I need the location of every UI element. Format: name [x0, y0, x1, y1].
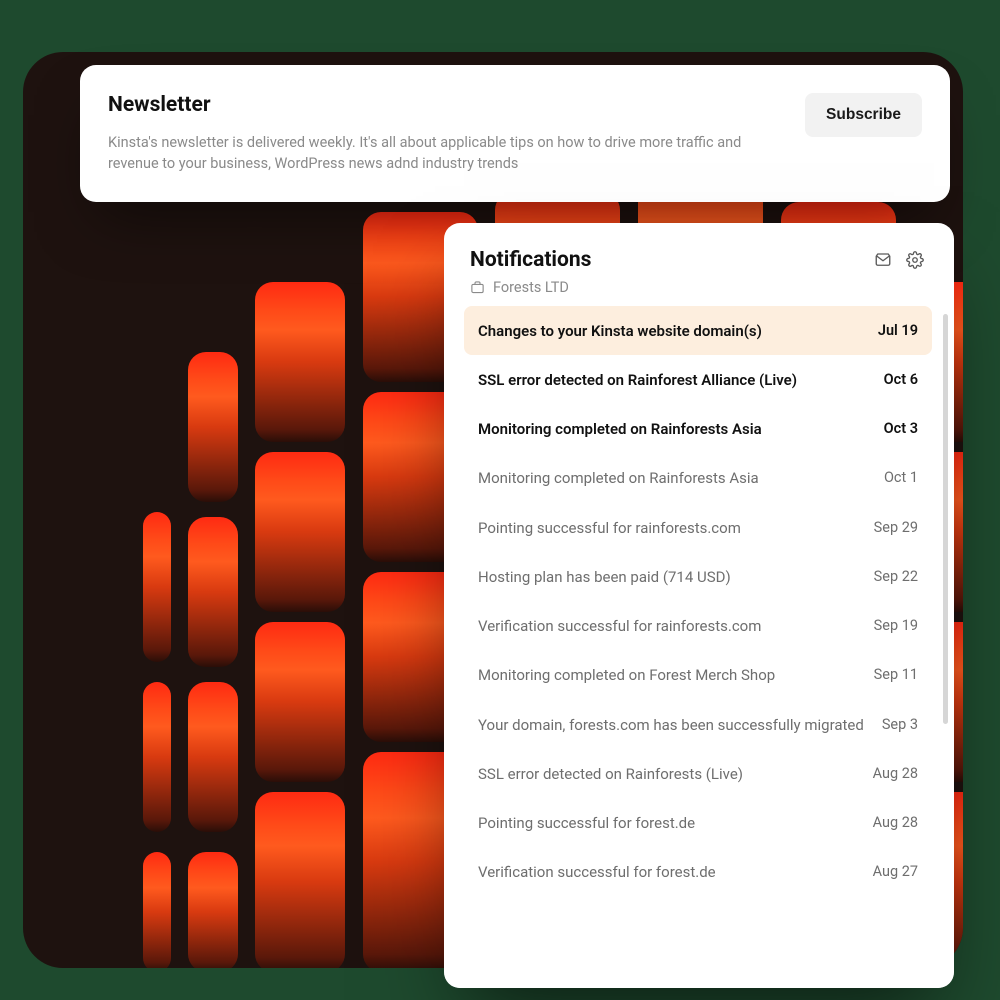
decor-bar	[188, 517, 238, 667]
briefcase-icon	[470, 280, 485, 295]
notification-date: Aug 28	[873, 764, 918, 782]
notification-message: SSL error detected on Rainforests (Live)	[478, 764, 859, 784]
notifications-header: Notifications Forests LTD	[444, 223, 954, 306]
notifications-list: Changes to your Kinsta website domain(s)…	[458, 306, 950, 897]
notification-item[interactable]: Monitoring completed on Rainforests Asia…	[464, 454, 932, 503]
notifications-title: Notifications	[470, 248, 864, 272]
notification-date: Aug 27	[873, 862, 918, 880]
newsletter-card: Newsletter Kinsta's newsletter is delive…	[80, 65, 950, 202]
notification-message: Monitoring completed on Rainforests Asia	[478, 419, 870, 439]
notification-date: Sep 11	[874, 665, 918, 683]
decor-bar	[255, 282, 345, 442]
notification-date: Oct 1	[884, 468, 918, 486]
notification-item[interactable]: Monitoring completed on Rainforests Asia…	[464, 405, 932, 454]
gear-icon[interactable]	[902, 247, 928, 273]
newsletter-title: Newsletter	[108, 93, 785, 117]
decor-bar	[255, 452, 345, 612]
notification-date: Sep 19	[874, 616, 918, 634]
notification-date: Sep 29	[874, 518, 918, 536]
subscribe-button[interactable]: Subscribe	[805, 93, 922, 137]
decor-bar	[188, 352, 238, 502]
notification-message: Verification successful for rainforests.…	[478, 616, 860, 636]
notification-item[interactable]: Verification successful for forest.de Aug…	[464, 848, 932, 897]
notification-date: Oct 6	[884, 370, 918, 388]
notification-date: Jul 19	[878, 321, 918, 339]
notification-item[interactable]: Pointing successful for rainforests.com S…	[464, 503, 932, 552]
notification-item[interactable]: Your domain, forests.com has been succes…	[464, 700, 932, 749]
scrollbar[interactable]	[943, 314, 948, 724]
notification-date: Aug 28	[873, 813, 918, 831]
decor-bar	[143, 512, 171, 662]
org-selector[interactable]: Forests LTD	[470, 279, 928, 296]
notification-message: Your domain, forests.com has been succes…	[478, 715, 868, 735]
notification-message: Hosting plan has been paid (714 USD)	[478, 567, 860, 587]
mail-icon[interactable]	[870, 247, 896, 273]
fade-overlay	[444, 954, 954, 988]
decor-bar	[188, 852, 238, 968]
notification-message: Changes to your Kinsta website domain(s)	[478, 321, 864, 341]
notification-message: Pointing successful for rainforests.com	[478, 518, 860, 538]
decor-bar	[143, 682, 171, 832]
decor-bar	[255, 792, 345, 968]
notification-item[interactable]: Verification successful for rainforests.…	[464, 602, 932, 651]
notification-item[interactable]: Monitoring completed on Forest Merch Sho…	[464, 651, 932, 700]
notification-item[interactable]: Changes to your Kinsta website domain(s)…	[464, 306, 932, 355]
notification-item[interactable]: Pointing successful for forest.de Aug 28	[464, 799, 932, 848]
notification-message: Verification successful for forest.de	[478, 862, 859, 882]
notification-date: Sep 22	[874, 567, 918, 585]
notification-item[interactable]: Hosting plan has been paid (714 USD) Sep …	[464, 552, 932, 601]
newsletter-body: Kinsta's newsletter is delivered weekly.…	[108, 132, 748, 174]
notification-item[interactable]: SSL error detected on Rainforest Allianc…	[464, 355, 932, 404]
org-name: Forests LTD	[493, 279, 569, 296]
notifications-panel: Notifications Forests LTD Ch	[444, 223, 954, 988]
decor-bar	[143, 852, 171, 968]
notification-item[interactable]: SSL error detected on Rainforests (Live)…	[464, 749, 932, 798]
notification-message: Pointing successful for forest.de	[478, 813, 859, 833]
decor-bar	[188, 682, 238, 832]
notification-date: Oct 3	[884, 419, 918, 437]
notification-message: Monitoring completed on Forest Merch Sho…	[478, 665, 860, 685]
notification-message: SSL error detected on Rainforest Allianc…	[478, 370, 870, 390]
notification-message: Monitoring completed on Rainforests Asia	[478, 468, 870, 488]
notification-date: Sep 3	[882, 715, 918, 733]
decor-bar	[255, 622, 345, 782]
